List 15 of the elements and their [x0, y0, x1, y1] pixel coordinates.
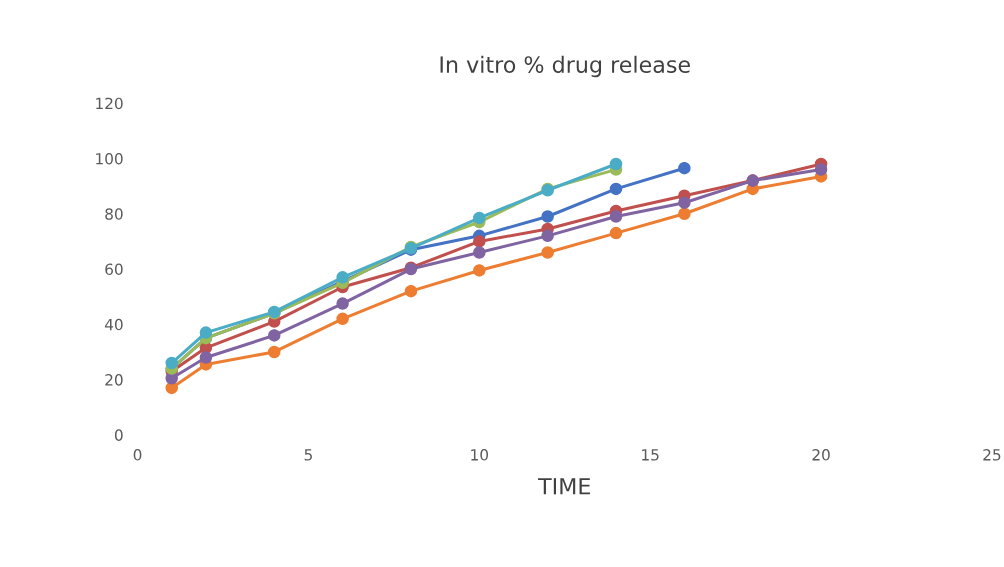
x-tick-label: 25 [983, 449, 1001, 461]
y-tick-label: 100 [96, 152, 123, 165]
x-tick-label: 5 [304, 449, 312, 461]
y-tick-label: 0 [114, 429, 123, 441]
x-tick-label: 10 [471, 449, 489, 461]
y-tick-label: 40 [104, 318, 123, 331]
y-tick-label: 60 [105, 263, 123, 276]
x-tick-label: 20 [812, 449, 830, 461]
chart-title: In vitro % drug release [440, 55, 690, 78]
x-axis-title: TIME [538, 478, 590, 495]
x-tick-label: 15 [642, 449, 659, 461]
y-tick-label: 20 [105, 374, 123, 386]
x-tick-label: 0 [133, 449, 142, 461]
y-tick-label: 120 [96, 97, 123, 110]
y-tick-label: 80 [105, 208, 123, 220]
